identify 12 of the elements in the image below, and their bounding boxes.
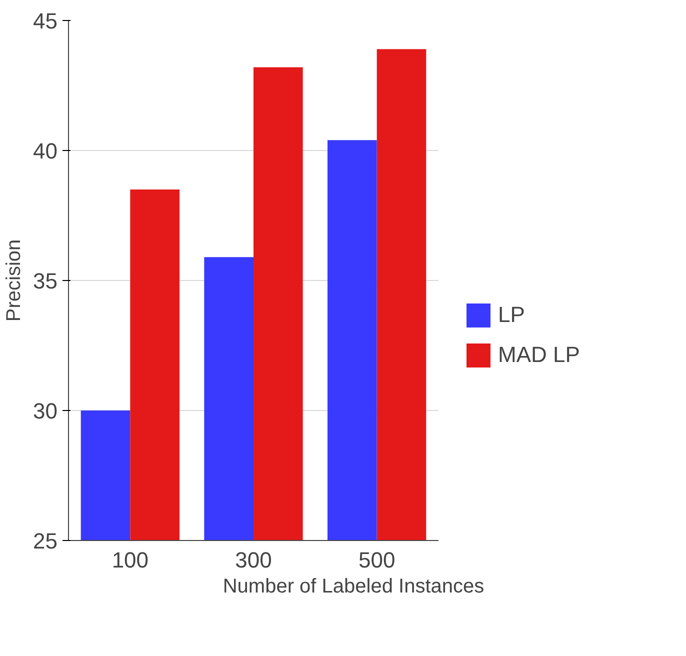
x-tick-label: 500 (358, 548, 396, 572)
y-tick-label: 25 (33, 528, 58, 554)
x-tick-label: 100 (112, 548, 149, 572)
y-axis-title: Precision (3, 239, 26, 322)
y-tick-label: 45 (33, 8, 58, 34)
y-tick-label: 30 (33, 398, 58, 424)
x-axis-title: Number of Labeled Instances (222, 576, 484, 598)
y-tick-label: 40 (33, 138, 58, 164)
x-tick-label: 300 (235, 548, 272, 572)
legend-label: MAD LP (498, 342, 580, 368)
y-tick-label: 35 (33, 268, 58, 294)
legend-label: LP (498, 302, 525, 328)
